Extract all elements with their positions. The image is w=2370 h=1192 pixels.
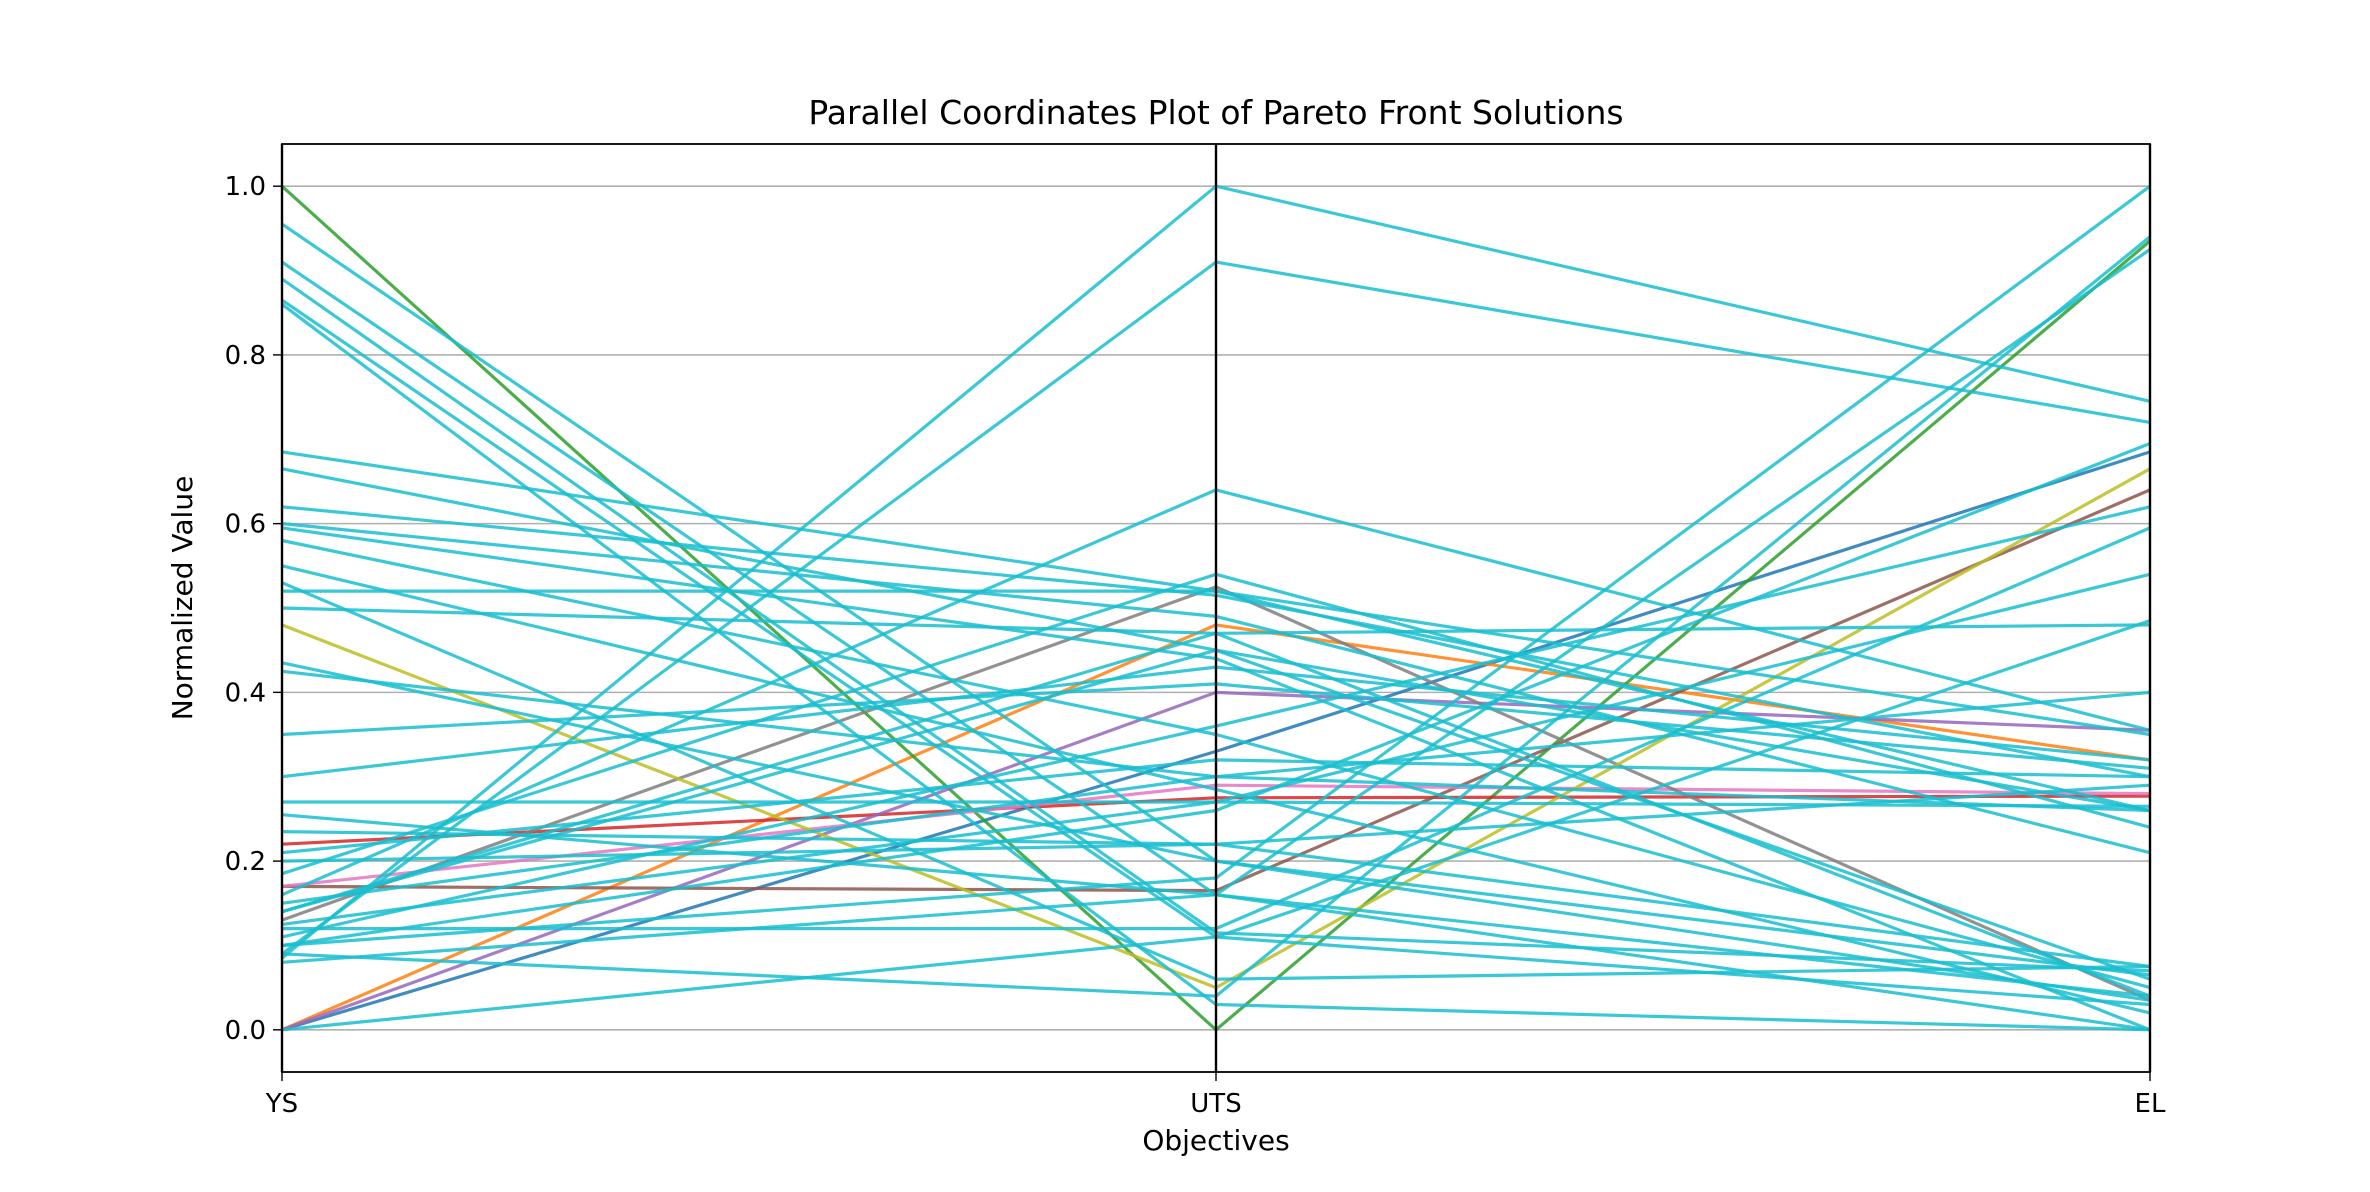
x-tick-label-el: EL xyxy=(2135,1089,2166,1119)
y-tick-label: 1.0 xyxy=(225,172,266,202)
chart-title: Parallel Coordinates Plot of Pareto Fron… xyxy=(808,93,1623,132)
x-tick-label-ys: YS xyxy=(265,1089,298,1119)
y-tick-label: 0.0 xyxy=(225,1016,266,1046)
y-tick-label: 0.6 xyxy=(225,510,266,540)
y-tick-layer: 0.0 0.2 0.4 0.6 0.8 1.0 xyxy=(225,172,282,1046)
y-tick-label: 0.2 xyxy=(225,847,266,877)
x-tick-layer: YS UTS EL xyxy=(265,1072,2166,1119)
x-tick-label-uts: UTS xyxy=(1190,1089,1241,1119)
y-axis-label: Normalized Value xyxy=(166,476,199,721)
y-tick-label: 0.4 xyxy=(225,678,266,708)
y-tick-label: 0.8 xyxy=(225,341,266,371)
x-axis-label: Objectives xyxy=(1142,1124,1289,1157)
axes-layer xyxy=(280,143,2152,1073)
